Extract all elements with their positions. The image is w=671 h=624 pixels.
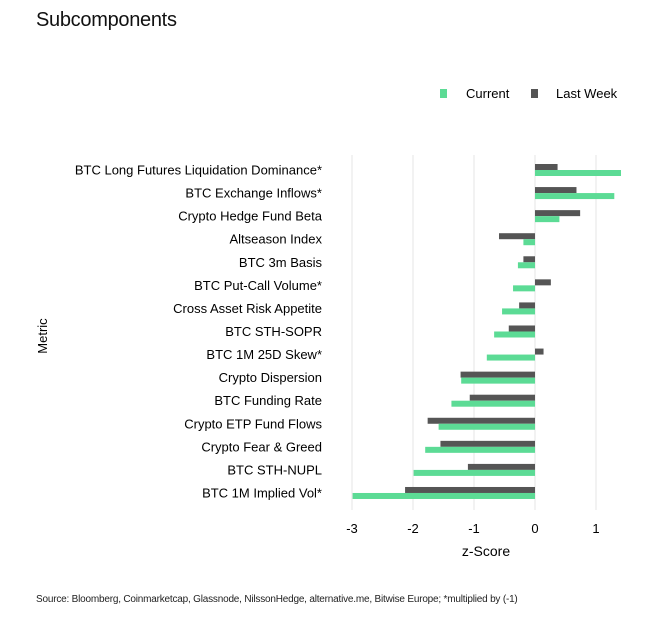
bar-current bbox=[494, 331, 535, 338]
y-tick-label: Crypto Dispersion bbox=[219, 370, 322, 385]
bar-current bbox=[352, 492, 535, 499]
y-tick-label: Cross Asset Risk Appetite bbox=[173, 301, 322, 316]
bar-current bbox=[517, 262, 535, 269]
y-tick-label: BTC Funding Rate bbox=[214, 393, 322, 408]
chart-title: Subcomponents bbox=[36, 9, 177, 31]
y-tick-label: BTC Put-Call Volume* bbox=[194, 278, 322, 293]
y-tick-label: Crypto ETP Fund Flows bbox=[184, 416, 322, 431]
bar-current bbox=[535, 170, 622, 176]
y-tick-label: Altseason Index bbox=[229, 232, 322, 247]
bar-current bbox=[513, 285, 535, 292]
bar-current bbox=[486, 354, 535, 361]
x-tick-label: -3 bbox=[346, 521, 358, 536]
bar-current bbox=[438, 423, 535, 430]
y-tick-label: BTC Exchange Inflows* bbox=[185, 186, 322, 201]
x-tick-label: -1 bbox=[468, 521, 480, 536]
y-tick-label: BTC 1M Implied Vol* bbox=[202, 485, 322, 500]
y-tick-label: BTC STH-NUPL bbox=[227, 462, 322, 477]
y-tick-label: BTC 1M 25D Skew* bbox=[206, 347, 322, 362]
x-tick-labels: -3 -2 -1 0 1 bbox=[346, 521, 599, 536]
bar-current bbox=[523, 239, 535, 246]
bar-last-week bbox=[535, 210, 581, 217]
x-axis-label: z-Score bbox=[462, 543, 510, 559]
y-tick-label: BTC 3m Basis bbox=[239, 255, 323, 270]
bar-last-week bbox=[535, 279, 551, 286]
bar-last-week bbox=[535, 187, 577, 194]
y-tick-label: BTC STH-SOPR bbox=[225, 324, 322, 339]
bar-last-week bbox=[508, 325, 535, 332]
legend-swatch-current bbox=[440, 89, 447, 98]
y-tick-labels: BTC Long Futures Liquidation Dominance* B… bbox=[75, 163, 323, 501]
bar-last-week bbox=[460, 371, 535, 378]
bar-last-week bbox=[440, 440, 535, 447]
y-tick-label: BTC Long Futures Liquidation Dominance* bbox=[75, 163, 322, 178]
bar-last-week bbox=[405, 486, 535, 493]
bar-last-week bbox=[499, 233, 535, 240]
y-axis-label: Metric bbox=[35, 318, 50, 354]
bars bbox=[352, 164, 622, 499]
bar-current bbox=[535, 193, 615, 200]
bar-last-week bbox=[469, 394, 535, 401]
x-tick-label: 1 bbox=[592, 521, 599, 536]
bar-last-week bbox=[535, 348, 544, 355]
source-note: Source: Bloomberg, Coinmarketcap, Glassn… bbox=[36, 594, 518, 605]
x-tick-label: -2 bbox=[407, 521, 419, 536]
legend-label-current: Current bbox=[466, 86, 510, 101]
y-tick-label: Crypto Fear & Greed bbox=[201, 439, 322, 454]
bar-last-week bbox=[467, 463, 535, 470]
x-tick-label: 0 bbox=[531, 521, 538, 536]
bar-current bbox=[535, 216, 560, 223]
bar-current bbox=[425, 446, 535, 453]
bar-last-week bbox=[427, 417, 535, 424]
legend-label-last-week: Last Week bbox=[556, 86, 618, 101]
bar-last-week bbox=[535, 164, 558, 170]
bar-last-week bbox=[523, 256, 535, 263]
bar-current bbox=[502, 308, 535, 315]
bar-current bbox=[413, 469, 535, 476]
gridlines bbox=[351, 155, 597, 510]
bar-last-week bbox=[519, 302, 535, 309]
bar-current bbox=[451, 400, 535, 407]
legend: Current Last Week bbox=[440, 86, 618, 101]
bar-current bbox=[461, 377, 535, 384]
legend-swatch-last-week bbox=[531, 89, 538, 98]
y-tick-label: Crypto Hedge Fund Beta bbox=[178, 209, 323, 224]
